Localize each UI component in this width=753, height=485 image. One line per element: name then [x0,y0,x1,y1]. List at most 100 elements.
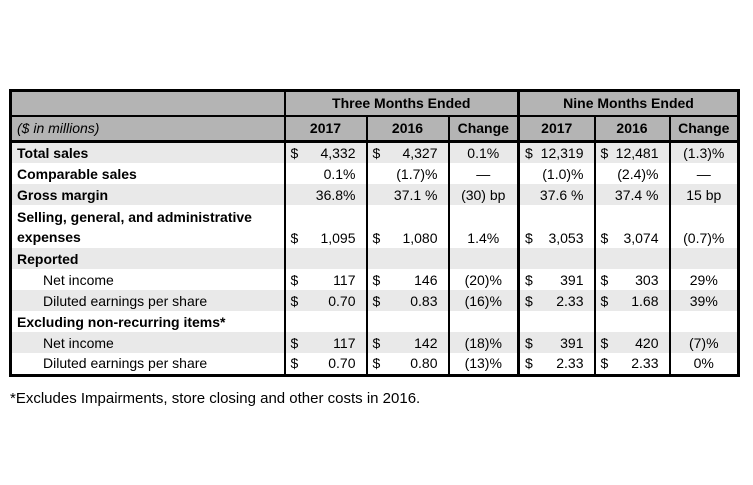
header-group-row: Three Months Ended Nine Months Ended [10,90,739,117]
dollar-sign: $ [525,334,533,351]
cell: 36.8% [284,184,368,206]
row-label: Excluding non-recurring items* [10,311,286,333]
cell: (13)% [448,353,520,376]
cell [366,311,450,333]
cell-value: 0.1% [323,165,356,182]
dollar-sign: $ [525,271,533,288]
cell-value: 1,080 [402,230,438,247]
cell: $0.83 [366,290,450,312]
row-label: Selling, general, and administrative exp… [10,205,286,249]
cell: $12,319 [518,141,596,164]
cell: $142 [366,332,450,354]
row-sga-expenses: Selling, general, and administrative exp… [10,205,739,249]
cell [448,248,520,270]
header-columns-row: ($ in millions) 2017 2016 Change 2017 20… [10,115,739,143]
cell [518,311,596,333]
row-diluted-eps-reported: Diluted earnings per share $0.70 $0.83 (… [10,290,739,312]
dollar-sign: $ [600,271,609,288]
cell: $420 [594,332,671,354]
cell-value: 37.4 % [614,186,659,203]
dollar-sign: $ [525,292,533,309]
cell: 39% [669,290,739,312]
row-label: Net income [10,332,286,354]
cell-value: (1.7)% [396,165,438,182]
cell [669,311,739,333]
cell-value: (1.0)% [542,165,584,182]
header-3m-change: Change [448,115,520,143]
dollar-sign: $ [372,355,381,372]
dollar-sign: $ [290,292,299,309]
dollar-sign: $ [600,292,609,309]
cell [284,248,368,270]
row-net-income-excluding: Net income $117 $142 (18)% $391 $420 (7)… [10,332,739,354]
cell-value: 391 [560,334,584,351]
dollar-sign: $ [525,145,533,162]
cell: (1.0)% [518,163,596,185]
cell-value: 117 [333,334,356,351]
dollar-sign: $ [290,145,299,162]
row-comparable-sales: Comparable sales 0.1% (1.7)% — (1.0)% (2… [10,163,739,185]
cell: $146 [366,269,450,291]
cell [448,311,520,333]
cell-value: 303 [635,271,659,288]
cell: 29% [669,269,739,291]
header-nine-months: Nine Months Ended [518,90,739,117]
cell-value: 1.68 [631,292,659,309]
cell: 37.1 % [366,184,450,206]
cell: $117 [284,332,368,354]
cell: $0.70 [284,290,368,312]
dollar-sign: $ [600,145,609,162]
cell: 37.4 % [594,184,671,206]
cell-value: 3,053 [548,230,584,247]
row-reported-section: Reported [10,248,739,270]
cell-value: 2.33 [631,355,659,372]
cell-value: 3,074 [623,230,659,247]
row-total-sales: Total sales $4,332 $4,327 0.1% $12,319 $… [10,141,739,164]
footnote: *Excludes Impairments, store closing and… [10,390,421,407]
cell-value: 37.1 % [393,186,438,203]
cell: (7)% [669,332,739,354]
cell: (20)% [448,269,520,291]
cell: $2.33 [594,353,671,376]
cell: $1,080 [366,205,450,249]
cell: (0.7)% [669,205,739,249]
cell-value: 36.8% [315,186,356,203]
cell: $4,327 [366,141,450,164]
cell-value: 12,319 [540,145,584,162]
dollar-sign: $ [600,334,609,351]
header-three-months: Three Months Ended [284,90,520,117]
row-label: Total sales [10,141,286,164]
cell-value: 1,095 [320,230,356,247]
cell: — [448,163,520,185]
cell [518,248,596,270]
dollar-sign: $ [600,355,609,372]
dollar-sign: $ [525,355,533,372]
row-label: Diluted earnings per share [10,290,286,312]
cell: (1.7)% [366,163,450,185]
row-label: Gross margin [10,184,286,206]
cell: $1,095 [284,205,368,249]
cell-value: 4,327 [402,145,438,162]
cell [594,311,671,333]
cell-value: 37.6 % [539,186,584,203]
cell: (18)% [448,332,520,354]
cell: 15 bp [669,184,739,206]
dollar-sign: $ [290,334,299,351]
cell: 0.1% [284,163,368,185]
cell-value: 2.33 [556,355,584,372]
row-gross-margin: Gross margin 36.8% 37.1 % (30) bp 37.6 %… [10,184,739,206]
cell: 0% [669,353,739,376]
row-net-income-reported: Net income $117 $146 (20)% $391 $303 29% [10,269,739,291]
cell [669,248,739,270]
cell: (1.3)% [669,141,739,164]
dollar-sign: $ [600,230,609,247]
cell: $2.33 [518,353,596,376]
cell-value: 2.33 [556,292,584,309]
cell: $3,074 [594,205,671,249]
dollar-sign: $ [372,145,381,162]
financial-results-table-wrap: Three Months Ended Nine Months Ended ($ … [9,89,741,377]
cell: 0.1% [448,141,520,164]
cell: $3,053 [518,205,596,249]
cell: $2.33 [518,290,596,312]
cell-value: 117 [333,271,356,288]
